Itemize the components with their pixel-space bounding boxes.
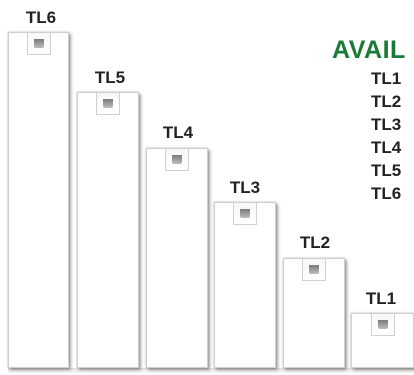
- step-label-tl1: TL1: [365, 289, 397, 308]
- avail-item-tl1: TL1: [371, 69, 402, 88]
- avail-item-tl3: TL3: [371, 115, 402, 134]
- step-label-tl4: TL4: [162, 123, 194, 142]
- step-tl2: [283, 258, 345, 368]
- avail-list: TL1 TL2 TL3 TL4 TL5 TL6: [371, 67, 401, 205]
- step-tl1: [351, 313, 414, 368]
- step-tl6: [8, 32, 69, 368]
- step-tl3: [214, 202, 276, 368]
- notch-icon: [233, 203, 257, 225]
- step-label-tl2: TL2: [299, 233, 331, 252]
- notch-icon: [96, 93, 120, 115]
- avail-item-tl6: TL6: [371, 184, 402, 203]
- avail-heading: AVAIL: [332, 36, 406, 64]
- avail-item-tl5: TL5: [371, 161, 402, 180]
- notch-icon: [302, 259, 326, 281]
- avail-item-tl4: TL4: [371, 138, 402, 157]
- step-tl4: [146, 148, 208, 368]
- step-label-tl5: TL5: [94, 68, 126, 87]
- notch-icon: [165, 149, 189, 171]
- step-label-tl3: TL3: [229, 178, 261, 197]
- floor-shadow: [8, 368, 414, 374]
- avail-item-tl2: TL2: [371, 92, 402, 111]
- notch-icon: [26, 33, 51, 55]
- notch-icon: [370, 314, 395, 336]
- step-label-tl6: TL6: [25, 8, 57, 27]
- step-tl5: [77, 92, 139, 368]
